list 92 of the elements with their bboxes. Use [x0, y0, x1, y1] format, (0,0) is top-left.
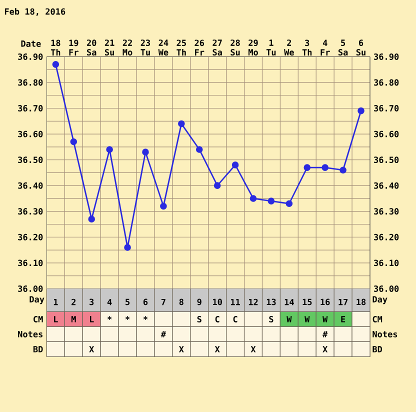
x-tick-label: 10: [212, 298, 222, 306]
x-tick-label: 14: [284, 298, 294, 306]
x-tick-label: 12: [248, 298, 258, 306]
point: [196, 146, 203, 153]
text: C: [233, 316, 238, 322]
point: [88, 216, 96, 222]
x-tick-label: 23 Tu: [140, 40, 150, 56]
text: L: [54, 316, 58, 322]
text: S: [269, 316, 274, 322]
text: Day: [372, 296, 388, 304]
y-tick-label: Notes: [372, 331, 398, 338]
x-tick-label: 18: [356, 298, 366, 306]
text: *: [125, 316, 130, 320]
x-tick-label: 22 Mo: [122, 40, 132, 56]
point: [70, 138, 78, 146]
point: [340, 166, 346, 174]
y-tick-label: 36.20: [18, 234, 43, 240]
x-tick-label: 9: [197, 298, 202, 306]
text: X: [178, 346, 184, 352]
text: *: [108, 316, 112, 320]
point: [358, 107, 364, 114]
y-tick-label: 36.70: [18, 105, 43, 112]
point: [286, 200, 293, 208]
text: L: [90, 316, 94, 322]
x-tick-label: 7: [161, 298, 166, 306]
x-tick-label: 11: [230, 298, 240, 306]
text: C: [215, 316, 220, 322]
y-tick-label: 36.00: [18, 285, 43, 292]
x-tick-label: 6: [143, 298, 148, 306]
x-tick-label: 1: [54, 298, 58, 306]
x-tick-label: 15: [302, 298, 312, 306]
x-tick-label: 6 Su: [356, 40, 366, 56]
point: [178, 120, 185, 128]
y-tick-label: 36.60: [18, 130, 43, 138]
y-tick-label: 36.30: [18, 208, 43, 215]
x-tick-label: 2: [72, 298, 76, 306]
text: S: [197, 316, 202, 322]
point: [268, 198, 275, 204]
x-tick-label: 13: [266, 298, 276, 306]
y-tick-label: 36.40: [18, 182, 43, 189]
text: #: [160, 331, 166, 338]
point: [52, 61, 60, 68]
x-tick-label: 5 Sa: [338, 40, 348, 56]
text: *: [143, 316, 148, 320]
text: W: [286, 316, 292, 322]
point: [142, 148, 149, 156]
x-tick-label: 26 Fr: [194, 40, 204, 56]
chart-title: Feb 18, 2016: [4, 8, 66, 16]
x-tick-label: 24 We: [158, 40, 168, 56]
x-tick-label: 8: [179, 298, 184, 306]
point: [124, 244, 131, 251]
x-tick-label: 16: [320, 298, 330, 306]
x-tick-label: 19 Fr: [69, 40, 78, 56]
y-tick-label: 36.90: [18, 53, 43, 60]
text: W: [304, 316, 310, 322]
point: [322, 164, 328, 171]
point: [214, 182, 221, 189]
text: X: [214, 346, 220, 352]
x-tick-label: 25 Th: [176, 40, 186, 56]
x-tick-label: 4: [107, 298, 112, 306]
y-tick-label: CM: [372, 316, 382, 322]
text: W: [322, 316, 328, 322]
x-tick-label: 17: [338, 298, 348, 306]
text: X: [322, 346, 328, 352]
text: X: [89, 346, 94, 352]
y-tick-label: BD: [372, 346, 382, 352]
y-tick-label: 36.50: [18, 156, 43, 164]
x-tick-label: 29 Mo: [248, 40, 258, 56]
x-tick-label: 4 Fr: [320, 40, 330, 56]
x-tick-label: 2 We: [284, 40, 294, 56]
point: [160, 202, 167, 210]
x-tick-label: 5: [126, 298, 130, 306]
x-tick-label: 28 Su: [230, 40, 240, 56]
x-tick-label: 3 Th: [302, 40, 312, 56]
x-tick-label: 1 Tu: [266, 40, 276, 56]
y-tick-label: 36.10: [18, 260, 43, 266]
x-tick-label: 3: [90, 298, 94, 306]
x-axis-title: Date: [21, 40, 41, 47]
point: [232, 162, 239, 168]
x-tick-label: 27 Sa: [212, 40, 222, 56]
point: [250, 195, 257, 202]
text: X: [250, 346, 256, 352]
y-tick-label: 36.80: [18, 79, 43, 86]
point: [106, 146, 113, 153]
x-tick-label: 20 Sa: [86, 40, 96, 56]
point: [304, 164, 311, 171]
x-axis-title: Day: [30, 296, 44, 304]
text: M: [71, 316, 76, 322]
text: E: [341, 316, 346, 322]
text: #: [322, 331, 328, 338]
x-tick-label: 18 Th: [50, 40, 60, 56]
x-tick-label: 21 Su: [104, 40, 114, 56]
